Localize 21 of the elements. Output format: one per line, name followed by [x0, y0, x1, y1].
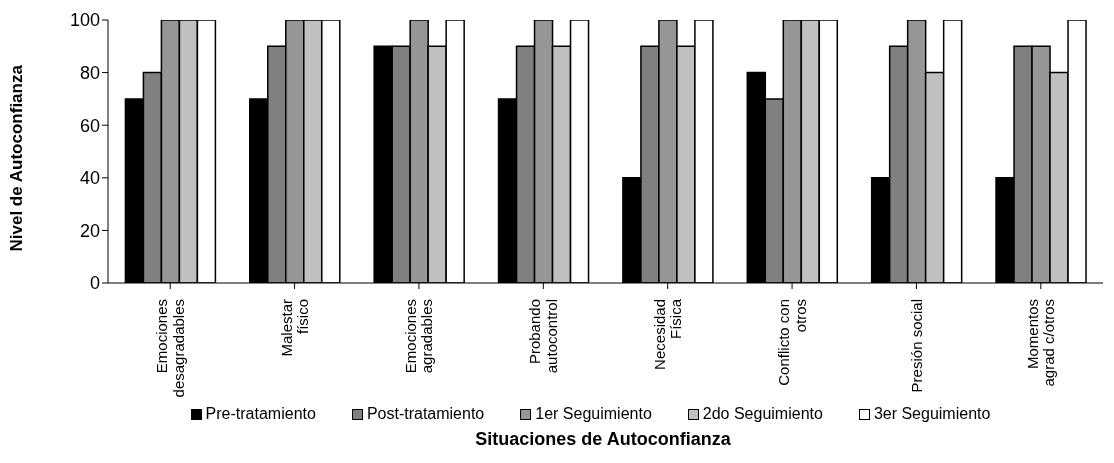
y-tick-label: 60	[79, 115, 100, 136]
x-tick-label: Conflicto con otros	[775, 299, 809, 386]
x-axis-title: Situaciones de Autoconfianza	[474, 429, 732, 450]
x-tick-label: Presión social	[907, 299, 925, 393]
x-tick-label: Malestar físico	[277, 299, 312, 357]
x-tick-label: Necesidad Física	[650, 298, 685, 370]
legend-label: Post-tratamiento	[366, 405, 485, 423]
legend-label: 1er Seguimiento	[535, 405, 652, 423]
y-axis-title: Nivel de Autoconfianza	[7, 64, 27, 252]
y-tick-label: 40	[79, 168, 100, 189]
x-tick-label: Probando autocontrol	[526, 299, 560, 374]
y-tick-label: 80	[79, 62, 100, 83]
x-tick-label: Momentos agrad c/otros	[1023, 299, 1058, 387]
legend-label: 3er Seguimiento	[873, 405, 991, 423]
y-tick-label: 20	[79, 220, 100, 241]
y-tick-label: 0	[89, 273, 100, 294]
x-tick-label: Emociones desagradables	[153, 299, 187, 398]
legend-label: Pre-tratamiento	[205, 405, 316, 423]
y-tick-label: 100	[69, 10, 100, 31]
legend-label: 2do Seguimiento	[702, 405, 823, 423]
x-tick-label: Emociones agradables	[401, 299, 436, 374]
